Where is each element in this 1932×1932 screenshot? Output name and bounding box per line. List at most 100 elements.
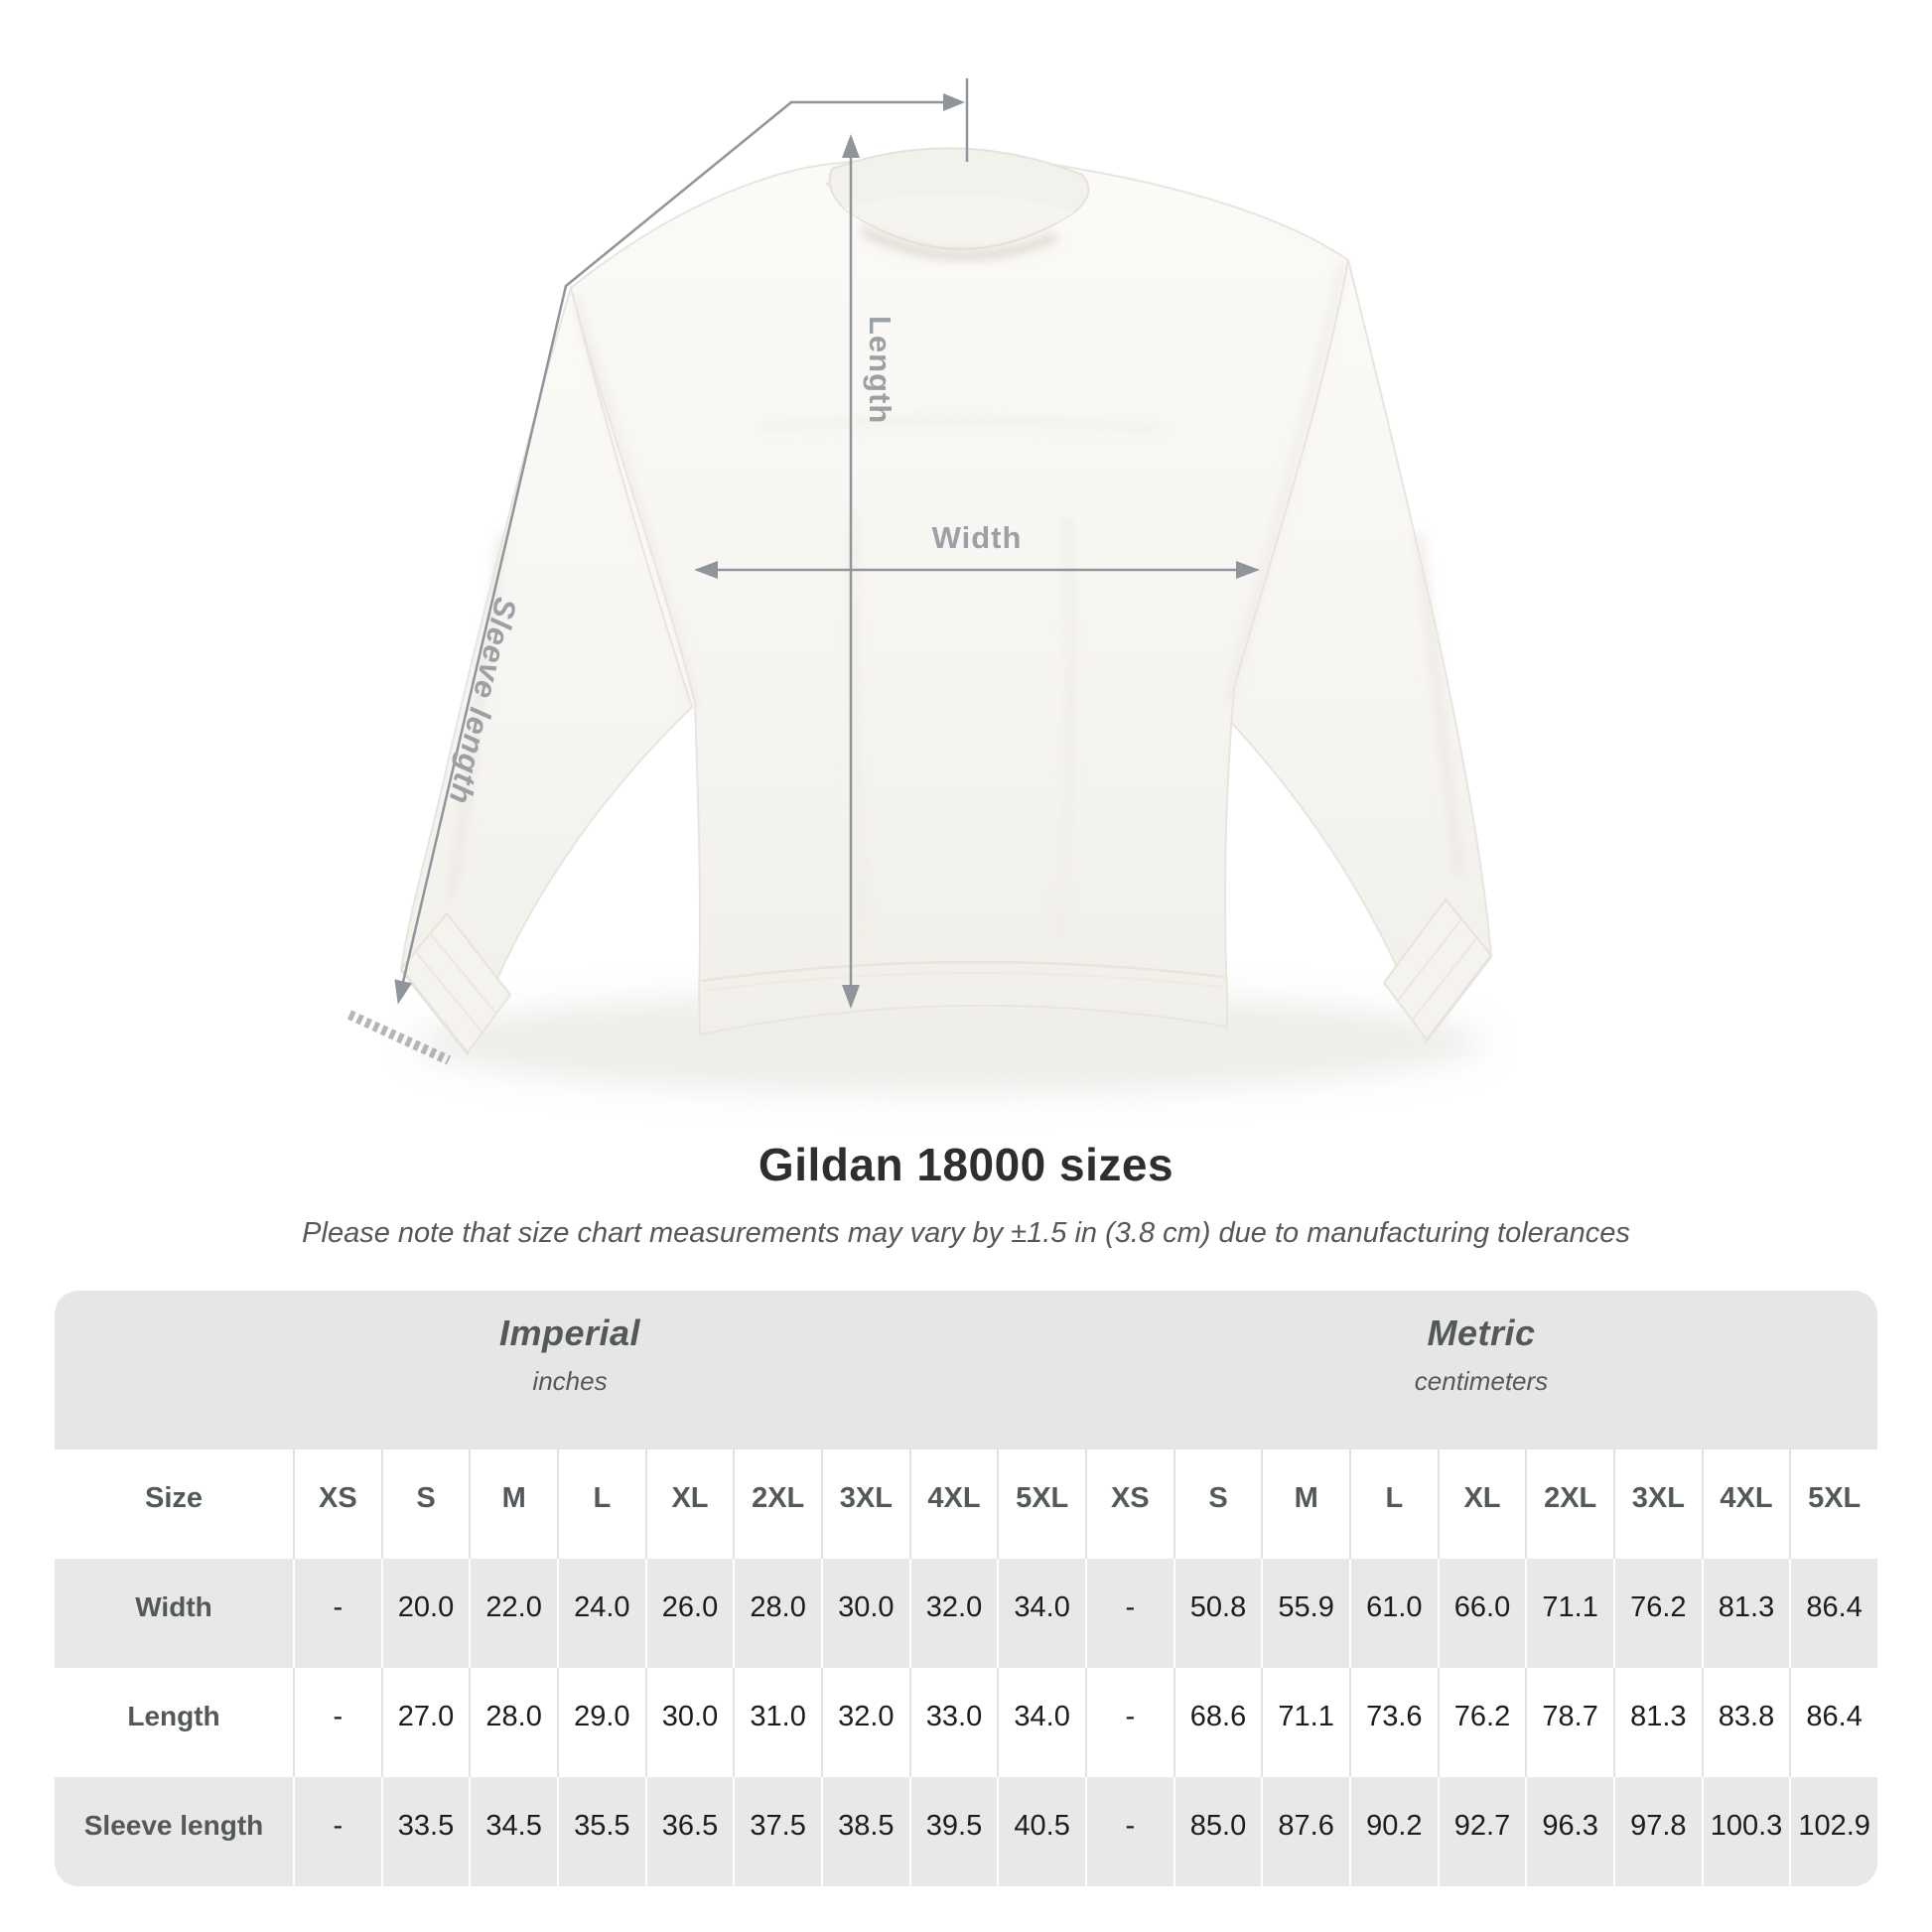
size-header-cell: 2XL <box>733 1449 821 1559</box>
value-cell: 26.0 <box>644 1559 734 1668</box>
value-cell: 34.0 <box>997 1559 1085 1668</box>
value-cell: 85.0 <box>1173 1777 1262 1886</box>
size-header-cell: 5XL <box>1789 1449 1877 1559</box>
value-cell: 31.0 <box>733 1668 821 1777</box>
value-cell: 81.3 <box>1701 1559 1790 1668</box>
left-cuff <box>399 911 512 1054</box>
size-header-cell: XL <box>1437 1449 1526 1559</box>
width-label: Width <box>932 520 1023 555</box>
value-cell: 27.0 <box>380 1668 470 1777</box>
size-header-cell: 4XL <box>1701 1449 1790 1559</box>
size-header-cell: L <box>556 1449 645 1559</box>
value-cell: 97.8 <box>1612 1777 1702 1886</box>
value-cell: 40.5 <box>997 1777 1085 1886</box>
sleeve-length-line <box>398 100 945 996</box>
table-row: Sleeve length -33.5 34.5 35.5 36.5 37.5 38.5 39… <box>55 1777 1877 1886</box>
arrowheads <box>394 93 1260 1009</box>
value-cell: 30.0 <box>644 1668 734 1777</box>
size-header-cell: XS <box>1084 1449 1173 1559</box>
metric-label: Metric <box>1427 1312 1536 1353</box>
value-cell: 50.8 <box>1173 1559 1262 1668</box>
value-cell: 92.7 <box>1437 1777 1526 1886</box>
value-cell: 20.0 <box>380 1559 470 1668</box>
value-cell: 39.5 <box>908 1777 998 1886</box>
size-header-cell: M <box>469 1449 557 1559</box>
row-label: Sleeve length <box>83 1810 264 1841</box>
value-cell: 28.0 <box>469 1668 557 1777</box>
value-cell: 30.0 <box>820 1559 909 1668</box>
value-cell: 35.5 <box>556 1777 645 1886</box>
value-cell: 87.6 <box>1261 1777 1349 1886</box>
size-chart-table: Imperial inches Metric centimeters Size X… <box>55 1291 1877 1886</box>
value-cell: 22.0 <box>469 1559 557 1668</box>
waistband-seam <box>700 960 1226 983</box>
size-header-cell: XL <box>644 1449 734 1559</box>
value-cell: - <box>293 1777 381 1886</box>
table-row: Width -20.0 22.0 24.0 26.0 28.0 30.0 32.0 34.0-5… <box>55 1559 1877 1668</box>
value-cell: 29.0 <box>556 1668 645 1777</box>
value-cell: 78.7 <box>1525 1668 1613 1777</box>
right-cuff <box>1382 897 1493 1041</box>
size-header-cell: 3XL <box>820 1449 909 1559</box>
value-cell: 34.5 <box>469 1777 557 1886</box>
value-cell: 32.0 <box>820 1668 909 1777</box>
value-cell: 24.0 <box>556 1559 645 1668</box>
size-header-row: Size XS S M L XL 2XL 3XL 4XL 5XL XS S M L XL 2XL 3XL 4XL 5… <box>55 1449 1877 1559</box>
size-header-cell: 5XL <box>997 1449 1085 1559</box>
value-cell: 90.2 <box>1348 1777 1438 1886</box>
value-cell: 73.6 <box>1348 1668 1438 1777</box>
collar-inner <box>844 193 1074 248</box>
unit-header-band: Imperial inches Metric centimeters <box>55 1291 1877 1449</box>
size-table-grid: Size XS S M L XL 2XL 3XL 4XL 5XL XS S M L XL 2XL 3XL 4XL 5… <box>55 1449 1877 1886</box>
value-cell: 38.5 <box>820 1777 909 1886</box>
value-cell: 71.1 <box>1261 1668 1349 1777</box>
value-cell: 86.4 <box>1789 1668 1877 1777</box>
value-cell: - <box>1084 1777 1173 1886</box>
sweatshirt-diagram: Width Length Sleeve length <box>346 78 1493 1094</box>
value-cell: 102.9 <box>1789 1777 1877 1886</box>
value-cell: - <box>1084 1559 1173 1668</box>
value-cell: 76.2 <box>1437 1668 1526 1777</box>
value-cell: 86.4 <box>1789 1559 1877 1668</box>
sleeve-end-hatch <box>346 1010 452 1065</box>
value-cell: 55.9 <box>1261 1559 1349 1668</box>
size-header-cell: S <box>1173 1449 1262 1559</box>
value-cell: 61.0 <box>1348 1559 1438 1668</box>
row-label: Width <box>135 1591 212 1622</box>
value-cell: 81.3 <box>1612 1668 1702 1777</box>
size-header-cell: M <box>1261 1449 1349 1559</box>
collar-inner-shadow <box>859 225 1058 261</box>
size-header-cell: L <box>1348 1449 1438 1559</box>
value-cell: 100.3 <box>1701 1777 1790 1886</box>
page-title: Gildan 18000 sizes <box>758 1139 1174 1190</box>
value-cell: - <box>293 1559 381 1668</box>
imperial-header-group: Imperial inches <box>55 1291 1085 1449</box>
row-label: Length <box>127 1701 220 1731</box>
value-cell: 83.8 <box>1701 1668 1790 1777</box>
value-cell: 34.0 <box>997 1668 1085 1777</box>
value-cell: 96.3 <box>1525 1777 1613 1886</box>
size-column-header: Size <box>144 1481 204 1514</box>
measurement-lines <box>398 78 1248 997</box>
value-cell: - <box>293 1668 381 1777</box>
value-cell: 71.1 <box>1525 1559 1613 1668</box>
size-header-cell: 2XL <box>1525 1449 1613 1559</box>
size-header-cell: XS <box>293 1449 381 1559</box>
waistband-seam-2 <box>702 971 1224 992</box>
imperial-unit-label: inches <box>532 1366 608 1396</box>
value-cell: 32.0 <box>908 1559 998 1668</box>
length-label: Length <box>863 316 897 424</box>
left-cuff-rib <box>414 932 497 1034</box>
sweatshirt-body <box>569 155 1350 1036</box>
value-cell: 36.5 <box>644 1777 734 1886</box>
value-cell: 68.6 <box>1173 1668 1262 1777</box>
value-cell: 76.2 <box>1612 1559 1702 1668</box>
tolerance-note: Please note that size chart measurements… <box>302 1217 1630 1249</box>
right-cuff-rib <box>1396 918 1478 1022</box>
value-cell: 66.0 <box>1437 1559 1526 1668</box>
value-cell: 33.0 <box>908 1668 998 1777</box>
metric-header-group: Metric centimeters <box>1085 1291 1877 1449</box>
table-row: Length -27.0 28.0 29.0 30.0 31.0 32.0 33.0 34.0-… <box>55 1668 1877 1777</box>
size-header-cell: 3XL <box>1612 1449 1702 1559</box>
value-cell: - <box>1084 1668 1173 1777</box>
